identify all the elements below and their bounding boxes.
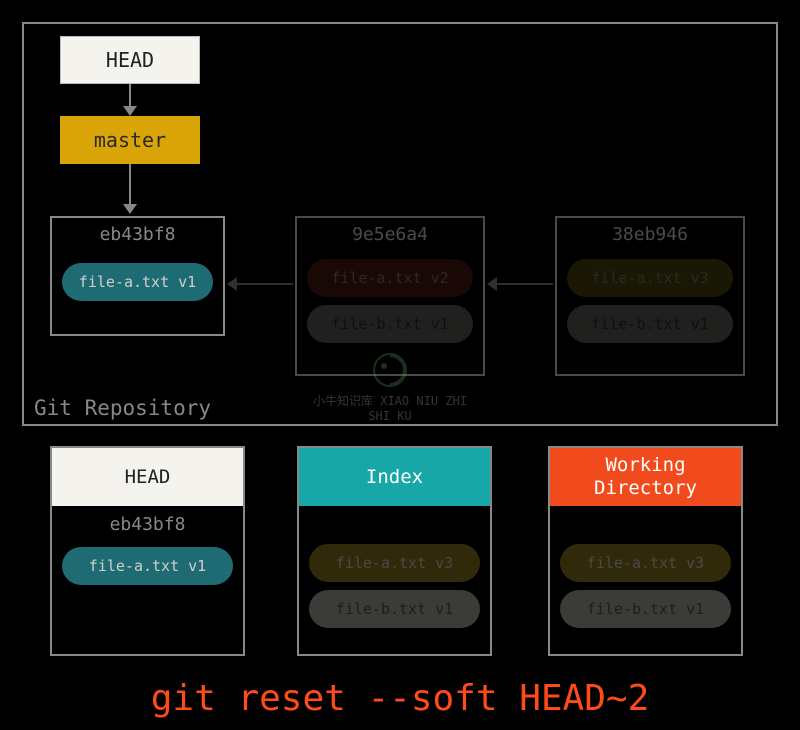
workdir-area-file-2: file-b.txt v1 — [560, 590, 731, 628]
commit-2-file-1: file-a.txt v2 — [307, 259, 473, 297]
commit-2-file-1-label: file-a.txt v2 — [331, 269, 448, 287]
head-ref-label: HEAD — [106, 48, 154, 72]
watermark: 小牛知识库 XIAO NIU ZHI SHI KU — [310, 350, 470, 423]
head-area-hash: eb43bf8 — [52, 514, 243, 535]
index-area-file-1-label: file-a.txt v3 — [336, 554, 453, 572]
arrow-commit2-to-commit1-tip — [227, 277, 237, 291]
master-branch-box: master — [60, 116, 200, 164]
index-area-file-2: file-b.txt v1 — [309, 590, 480, 628]
head-area-title: HEAD — [125, 466, 171, 489]
commit-hash-1: eb43bf8 — [52, 224, 223, 245]
arrow-master-to-commit — [129, 164, 131, 206]
git-command-label: git reset --soft HEAD~2 — [151, 678, 650, 719]
commit-2-file-2: file-b.txt v1 — [307, 305, 473, 343]
workdir-area-box: Working Directory file-a.txt v3 file-b.t… — [548, 446, 743, 656]
watermark-text: 小牛知识库 XIAO NIU ZHI SHI KU — [313, 394, 467, 423]
git-repository-label: Git Repository — [34, 396, 211, 420]
commit-1-file-1-label: file-a.txt v1 — [79, 273, 196, 291]
index-area-title: Index — [366, 466, 423, 489]
workdir-area-file-2-label: file-b.txt v1 — [587, 600, 704, 618]
commit-box-1: eb43bf8 file-a.txt v1 — [50, 216, 225, 336]
commit-hash-2: 9e5e6a4 — [297, 224, 483, 245]
arrow-commit3-to-commit2-tip — [487, 277, 497, 291]
head-area-file-1-label: file-a.txt v1 — [89, 557, 206, 575]
commit-3-file-2: file-b.txt v1 — [567, 305, 733, 343]
arrow-master-to-commit-tip — [123, 204, 137, 214]
head-area-file-1: file-a.txt v1 — [62, 547, 233, 585]
master-branch-label: master — [94, 128, 166, 152]
git-command-text: git reset --soft HEAD~2 — [0, 678, 800, 719]
index-area-header: Index — [299, 448, 490, 506]
head-area-box: HEAD eb43bf8 file-a.txt v1 — [50, 446, 245, 656]
head-area-header: HEAD — [52, 448, 243, 506]
head-ref-box: HEAD — [60, 36, 200, 84]
commit-2-file-2-label: file-b.txt v1 — [331, 315, 448, 333]
index-area-box: Index file-a.txt v3 file-b.txt v1 — [297, 446, 492, 656]
index-area-file-1: file-a.txt v3 — [309, 544, 480, 582]
arrow-commit3-to-commit2 — [497, 283, 553, 285]
commit-3-file-2-label: file-b.txt v1 — [591, 315, 708, 333]
workdir-area-header: Working Directory — [550, 448, 741, 506]
arrow-commit2-to-commit1 — [237, 283, 293, 285]
workdir-area-title: Working Directory — [594, 454, 697, 500]
commit-box-3: 38eb946 file-a.txt v3 file-b.txt v1 — [555, 216, 745, 376]
index-area-file-2-label: file-b.txt v1 — [336, 600, 453, 618]
workdir-area-file-1-label: file-a.txt v3 — [587, 554, 704, 572]
commit-hash-3: 38eb946 — [557, 224, 743, 245]
arrow-head-to-master — [129, 84, 131, 108]
commit-3-file-1-label: file-a.txt v3 — [591, 269, 708, 287]
workdir-area-file-1: file-a.txt v3 — [560, 544, 731, 582]
arrow-head-to-master-tip — [123, 106, 137, 116]
commit-3-file-1: file-a.txt v3 — [567, 259, 733, 297]
commit-1-file-1: file-a.txt v1 — [62, 263, 213, 301]
